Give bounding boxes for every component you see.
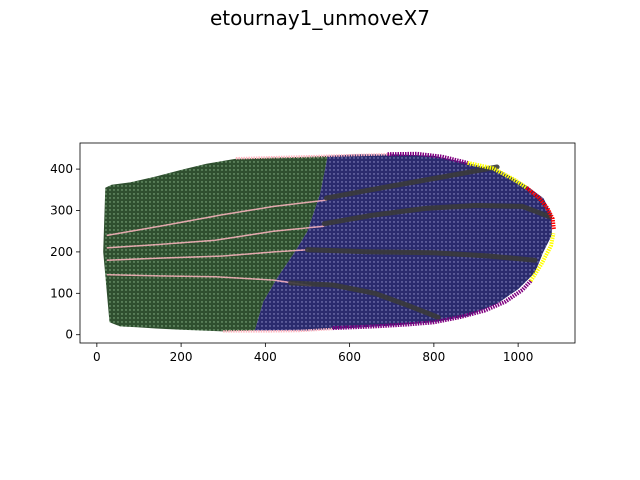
boundary-pink-0 <box>235 152 392 160</box>
vein-gray-7 <box>323 164 500 201</box>
chart-title: etournay1_unmoveX7 <box>209 6 431 30</box>
y-tick-label-400: 400 <box>50 162 73 176</box>
axes-frame <box>79 142 576 344</box>
data-layer <box>103 151 556 333</box>
y-tick-label-0: 0 <box>65 328 73 342</box>
axes: 0 200 400 600 800 1000 0 100 200 300 400 <box>50 142 576 364</box>
x-tick-label-600: 600 <box>338 350 361 364</box>
vein-gray-6 <box>321 203 553 227</box>
boundary-purple-3 <box>332 279 533 331</box>
x-tick-label-1000: 1000 <box>503 350 534 364</box>
vein-pink-1 <box>106 249 309 262</box>
x-tick-label-400: 400 <box>254 350 277 364</box>
y-tick-label-100: 100 <box>50 286 73 300</box>
y-tick-label-200: 200 <box>50 245 73 259</box>
vein-pink-2 <box>106 225 326 249</box>
boundary-yellow-5 <box>529 232 556 282</box>
boundary-pink-1 <box>223 327 333 333</box>
region-green_region <box>103 155 328 332</box>
x-tick-label-0: 0 <box>93 350 101 364</box>
x-tick-label-200: 200 <box>170 350 193 364</box>
y-tick-label-300: 300 <box>50 203 73 217</box>
boundary-purple-2 <box>387 151 469 165</box>
boundary-red-6 <box>525 186 556 230</box>
vein-gray-5 <box>305 247 538 263</box>
vein-gray-4 <box>288 280 441 320</box>
x-tick-label-800: 800 <box>422 350 445 364</box>
boundary-yellow-4 <box>467 160 528 190</box>
vein-pink-0 <box>106 273 313 287</box>
vein-pink-3 <box>106 199 328 237</box>
